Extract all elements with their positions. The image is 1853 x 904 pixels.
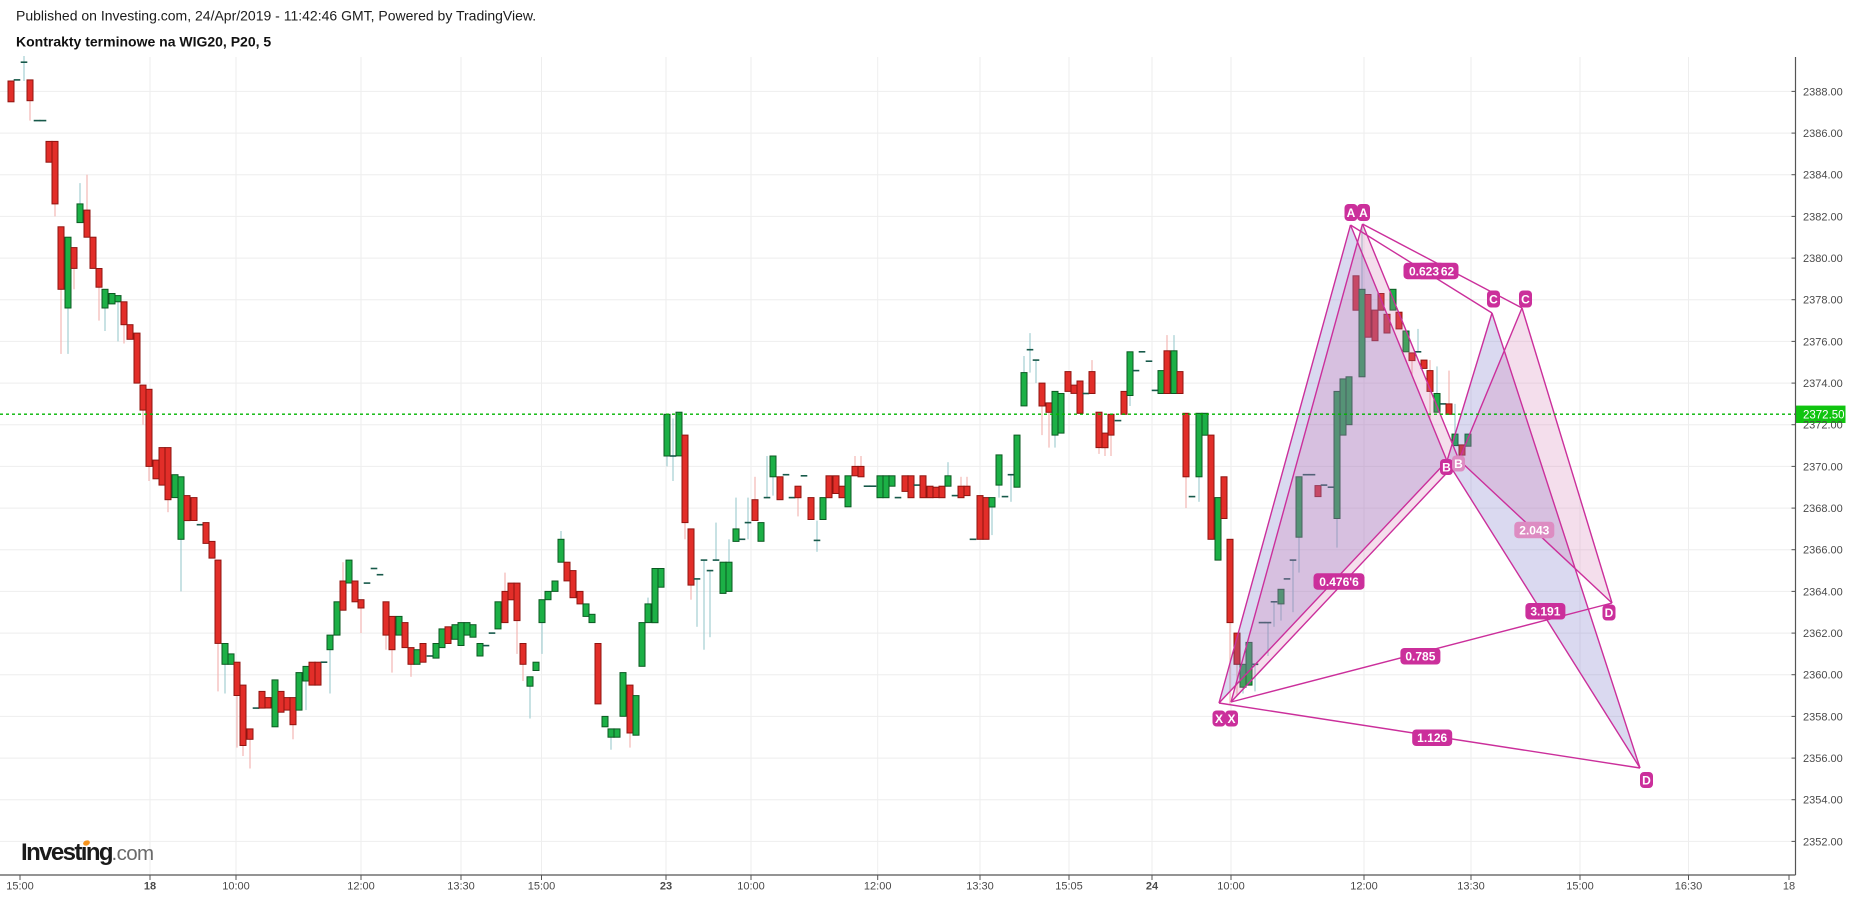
svg-text:2358.00: 2358.00 [1803,711,1843,723]
svg-text:D: D [1605,606,1614,620]
svg-text:A: A [1347,206,1356,220]
svg-text:.com: .com [112,842,154,865]
svg-text:16:30: 16:30 [1675,881,1703,893]
svg-text:3.191: 3.191 [1530,605,1560,619]
svg-text:B: B [1442,460,1451,474]
svg-text:12:00: 12:00 [864,881,892,893]
svg-text:2372.00: 2372.00 [1803,420,1843,432]
svg-text:2388.00: 2388.00 [1803,86,1843,98]
svg-text:13:30: 13:30 [447,881,475,893]
svg-text:2384.00: 2384.00 [1803,170,1843,182]
svg-text:0.623: 0.623 [1409,264,1439,278]
svg-text:15:05: 15:05 [1055,881,1083,893]
svg-text:62: 62 [1441,264,1455,278]
svg-text:0.476'6: 0.476'6 [1319,575,1359,589]
svg-text:2380.00: 2380.00 [1803,253,1843,265]
svg-text:15:00: 15:00 [528,881,556,893]
svg-text:2378.00: 2378.00 [1803,295,1843,307]
svg-text:X: X [1227,712,1235,726]
svg-text:2366.00: 2366.00 [1803,545,1843,557]
svg-text:0.785: 0.785 [1405,650,1435,664]
svg-text:X: X [1215,712,1223,726]
svg-text:2368.00: 2368.00 [1803,503,1843,515]
svg-text:18: 18 [144,881,156,893]
svg-text:2374.00: 2374.00 [1803,378,1843,390]
svg-text:Kontrakty terminowe na WIG20,: Kontrakty terminowe na WIG20, P20, 5 [16,34,271,50]
svg-text:2370.00: 2370.00 [1803,461,1843,473]
svg-text:13:30: 13:30 [1457,881,1485,893]
svg-text:13:30: 13:30 [966,881,994,893]
svg-text:12:00: 12:00 [347,881,375,893]
svg-text:18: 18 [1783,881,1795,893]
svg-text:2386.00: 2386.00 [1803,128,1843,140]
svg-text:2376.00: 2376.00 [1803,336,1843,348]
svg-text:C: C [1521,292,1530,306]
svg-text:10:00: 10:00 [222,881,250,893]
svg-text:2352.00: 2352.00 [1803,836,1843,848]
svg-text:2360.00: 2360.00 [1803,670,1843,682]
svg-text:2354.00: 2354.00 [1803,795,1843,807]
svg-text:2382.00: 2382.00 [1803,211,1843,223]
svg-text:15:00: 15:00 [1566,881,1594,893]
svg-text:2362.00: 2362.00 [1803,628,1843,640]
svg-text:15:00: 15:00 [6,881,34,893]
svg-text:D: D [1642,773,1651,787]
svg-text:12:00: 12:00 [1350,881,1378,893]
svg-text:A: A [1359,206,1368,220]
svg-text:2356.00: 2356.00 [1803,753,1843,765]
svg-text:10:00: 10:00 [737,881,765,893]
svg-text:2372.50: 2372.50 [1803,410,1845,422]
svg-text:Published on Investing.com, 24: Published on Investing.com, 24/Apr/2019 … [16,8,536,24]
svg-text:C: C [1489,292,1498,306]
svg-text:B: B [1454,457,1463,471]
svg-text:2364.00: 2364.00 [1803,586,1843,598]
svg-text:2.043: 2.043 [1519,523,1549,537]
svg-text:24: 24 [1146,881,1159,893]
svg-text:10:00: 10:00 [1217,881,1245,893]
svg-text:1.126: 1.126 [1417,731,1447,745]
svg-text:23: 23 [660,881,672,893]
svg-text:Investıng: Investıng [21,839,113,866]
